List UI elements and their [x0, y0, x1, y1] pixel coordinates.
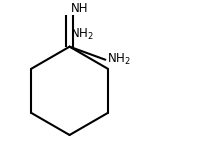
Text: NH$_2$: NH$_2$ — [70, 27, 94, 42]
Text: NH$_2$: NH$_2$ — [107, 52, 131, 67]
Text: NH: NH — [71, 2, 89, 15]
